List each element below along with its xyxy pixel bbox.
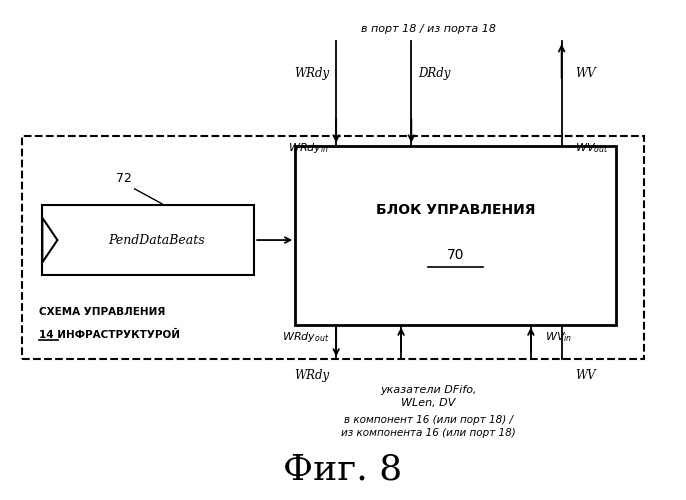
Text: $WRdy_{out}$: $WRdy_{out}$ — [282, 330, 329, 344]
Text: из компонента 16 (или порт 18): из компонента 16 (или порт 18) — [341, 428, 516, 438]
Text: БЛОК УПРАВЛЕНИЯ: БЛОК УПРАВЛЕНИЯ — [376, 203, 535, 217]
Text: указатели DFifo,: указатели DFifo, — [380, 385, 477, 395]
Text: Фиг. 8: Фиг. 8 — [283, 453, 403, 487]
Text: $WV_{in}$: $WV_{in}$ — [545, 330, 571, 344]
Text: 14 ИНФРАСТРУКТУРОЙ: 14 ИНФРАСТРУКТУРОЙ — [39, 330, 180, 340]
Text: DRdy: DRdy — [418, 67, 451, 80]
Bar — [295, 146, 616, 324]
Polygon shape — [43, 218, 58, 262]
Bar — [43, 205, 255, 275]
Text: $WV_{out}$: $WV_{out}$ — [576, 141, 609, 155]
Text: СХЕМА УПРАВЛЕНИЯ: СХЕМА УПРАВЛЕНИЯ — [39, 307, 165, 317]
Text: в компонент 16 (или порт 18) /: в компонент 16 (или порт 18) / — [344, 415, 513, 425]
Text: 70: 70 — [447, 248, 464, 262]
Text: WRdy: WRdy — [294, 369, 329, 382]
Text: WRdy: WRdy — [294, 67, 329, 80]
Text: 72: 72 — [117, 172, 132, 186]
Bar — [22, 136, 643, 360]
Text: WLen, DV: WLen, DV — [401, 398, 456, 408]
Text: PendDataBeats: PendDataBeats — [108, 234, 205, 246]
Text: WV: WV — [576, 369, 596, 382]
Text: WV: WV — [576, 67, 596, 80]
Text: $WRdy_{in}$: $WRdy_{in}$ — [288, 141, 329, 155]
Text: в порт 18 / из порта 18: в порт 18 / из порта 18 — [361, 24, 496, 34]
